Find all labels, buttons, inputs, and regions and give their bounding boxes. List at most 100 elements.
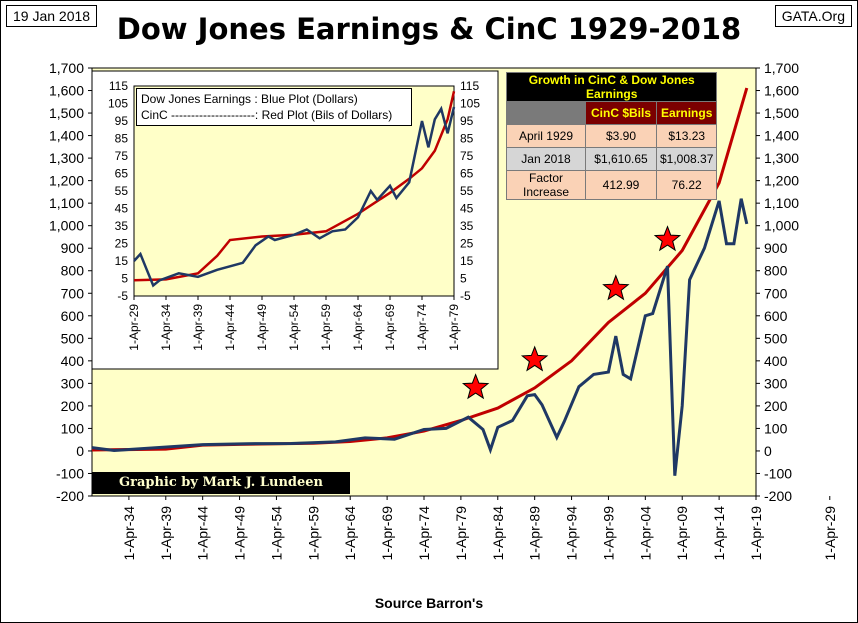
- inset-y-tick-label-left: 75: [115, 149, 129, 163]
- y-tick-label-right: 1,300: [764, 150, 799, 166]
- inset-y-tick-label-right: 65: [460, 167, 474, 181]
- inset-y-tick-label-right: 15: [460, 254, 474, 268]
- y-tick-label-right: 0: [764, 443, 772, 459]
- x-tick-label: 1-Apr-04: [637, 506, 653, 561]
- inset-y-tick-label-left: 65: [115, 167, 129, 181]
- inset-legend-earnings: Dow Jones Earnings : Blue Plot (Dollars): [141, 92, 358, 106]
- inset-x-tick-label: 1-Apr-49: [255, 304, 269, 351]
- y-tick-label-right: 400: [764, 353, 788, 369]
- table-cell-cinc: $1,610.65: [585, 147, 657, 171]
- y-tick-label-left: 100: [61, 420, 85, 436]
- x-tick-label: 1-Apr-39: [158, 506, 174, 561]
- y-tick-label-right: 800: [764, 263, 788, 279]
- y-tick-label-right: 1,500: [764, 105, 799, 121]
- inset-x-tick-label: 1-Apr-79: [447, 304, 461, 351]
- inset-y-tick-label-left: -5: [117, 289, 128, 303]
- inset-y-tick-label-right: 75: [460, 149, 474, 163]
- inset-x-tick-label: 1-Apr-54: [287, 304, 301, 351]
- x-tick-label: 1-Apr-89: [527, 506, 543, 561]
- inset-y-tick-label-left: 105: [108, 97, 128, 111]
- table-cell-cinc: 412.99: [585, 170, 657, 200]
- y-tick-label-left: 1,100: [49, 195, 84, 211]
- x-tick-label: 1-Apr-94: [564, 506, 580, 561]
- star-markers: [461, 225, 682, 400]
- y-tick-label-right: 1,000: [764, 218, 799, 234]
- inset-y-tick-label-left: 45: [115, 202, 129, 216]
- y-tick-label-left: 300: [61, 375, 85, 391]
- table-row-label: Factor Increase: [506, 170, 586, 200]
- y-tick-label-left: 1,700: [49, 60, 84, 76]
- x-tick-label: 1-Apr-34: [121, 506, 137, 561]
- table-row: Factor Increase 412.99 76.22: [506, 170, 718, 200]
- inset-y-axis-right: 115 105 95 85 75 65 55 45 35 25 15 5 -5: [460, 79, 480, 303]
- x-tick-label: 1-Apr-69: [379, 506, 395, 561]
- earnings-series-line: [91, 198, 749, 476]
- inset-y-tick-label-right: 55: [460, 184, 474, 198]
- y-tick-label-right: -100: [764, 465, 792, 481]
- growth-table: Growth in CinC & Dow Jones Earnings CinC…: [505, 72, 718, 200]
- y-tick-label-right: 900: [764, 240, 788, 256]
- inset-y-tick-label-right: 105: [460, 97, 480, 111]
- table-title: Growth in CinC & Dow Jones Earnings: [505, 72, 718, 102]
- inset-x-tick-label: 1-Apr-29: [127, 304, 141, 351]
- inset-x-tick-label: 1-Apr-34: [159, 304, 173, 351]
- inset-y-tick-label-right: 95: [460, 114, 474, 128]
- y-tick-label-left: 200: [61, 398, 85, 414]
- y-tick-label-left: 1,400: [49, 128, 84, 144]
- y-tick-label-left: -200: [56, 488, 84, 504]
- inset-y-axis-left: 115 105 95 85 75 65 55 45 35 25 15 5 -5: [108, 79, 128, 303]
- table-col-earnings: Earnings: [655, 101, 718, 125]
- y-tick-label-right: -200: [764, 488, 792, 504]
- inset-x-axis: 1-Apr-29 1-Apr-34 1-Apr-39 1-Apr-44 1-Apr-49…: [127, 296, 461, 351]
- star-marker: [461, 373, 490, 400]
- inset-x-tick-label: 1-Apr-64: [351, 304, 365, 351]
- inset-y-tick-label-left: 15: [115, 254, 129, 268]
- inset-y-tick-label-right: 5: [460, 272, 467, 286]
- y-tick-label-right: 1,700: [764, 60, 799, 76]
- source-label: Source Barron's: [374, 595, 484, 611]
- inset-x-tick-label: 1-Apr-44: [223, 304, 237, 351]
- inset-x-tick-label: 1-Apr-39: [191, 304, 205, 351]
- inset-cinc-line: [133, 91, 456, 282]
- inset-y-tick-label-left: 35: [115, 219, 129, 233]
- inset-legend-cinc: CinC ---------------------: Red Plot (Bi…: [141, 108, 393, 122]
- y-tick-label-left: 900: [61, 240, 85, 256]
- inset-y-tick-label-left: 95: [115, 114, 129, 128]
- star-marker: [653, 225, 682, 252]
- site-label: GATA.Org: [774, 5, 852, 27]
- table-cell-earnings: $1,008.37: [655, 147, 718, 171]
- y-tick-label-right: 1,200: [764, 173, 799, 189]
- x-tick-label: 1-Apr-64: [342, 506, 358, 561]
- x-tick-label: 1-Apr-19: [748, 506, 764, 561]
- y-tick-label-left: 700: [61, 285, 85, 301]
- x-tick-label: 1-Apr-44: [195, 506, 211, 561]
- x-tick-label: 1-Apr-49: [232, 506, 248, 561]
- x-axis: 1-Apr-29 1-Apr-34 1-Apr-39 1-Apr-44 1-Apr-49…: [121, 496, 838, 560]
- y-tick-label-right: 100: [764, 420, 788, 436]
- x-tick-label: 1-Apr-54: [268, 506, 284, 561]
- inset-y-tick-label-right: 45: [460, 202, 474, 216]
- y-tick-label-right: 1,400: [764, 128, 799, 144]
- inset-x-tick-label: 1-Apr-69: [383, 304, 397, 351]
- y-tick-label-left: 1,200: [49, 173, 84, 189]
- inset-earnings-line: [133, 105, 456, 288]
- table-col-cinc: CinC $Bils: [585, 101, 657, 125]
- table-row-label: Jan 2018: [506, 147, 586, 171]
- y-tick-label-left: 400: [61, 353, 85, 369]
- inset-x-tick-label: 1-Apr-74: [415, 304, 429, 351]
- x-tick-label: 1-Apr-74: [416, 506, 432, 561]
- y-tick-label-right: 200: [764, 398, 788, 414]
- x-tick-label: 1-Apr-99: [600, 506, 616, 561]
- y-tick-label-left: 800: [61, 263, 85, 279]
- star-marker: [602, 274, 630, 301]
- inset-y-tick-label-right: 85: [460, 132, 474, 146]
- x-tick-label: 1-Apr-84: [490, 506, 506, 561]
- y-tick-label-left: 1,500: [49, 105, 84, 121]
- y-tick-label-right: 700: [764, 285, 788, 301]
- x-tick-label: 1-Apr-14: [711, 506, 727, 561]
- inset-y-tick-label-right: 25: [460, 237, 474, 251]
- inset-y-tick-label-left: 55: [115, 184, 129, 198]
- inset-y-tick-label-right: 115: [460, 79, 479, 93]
- y-tick-label-left: 1,600: [49, 83, 84, 99]
